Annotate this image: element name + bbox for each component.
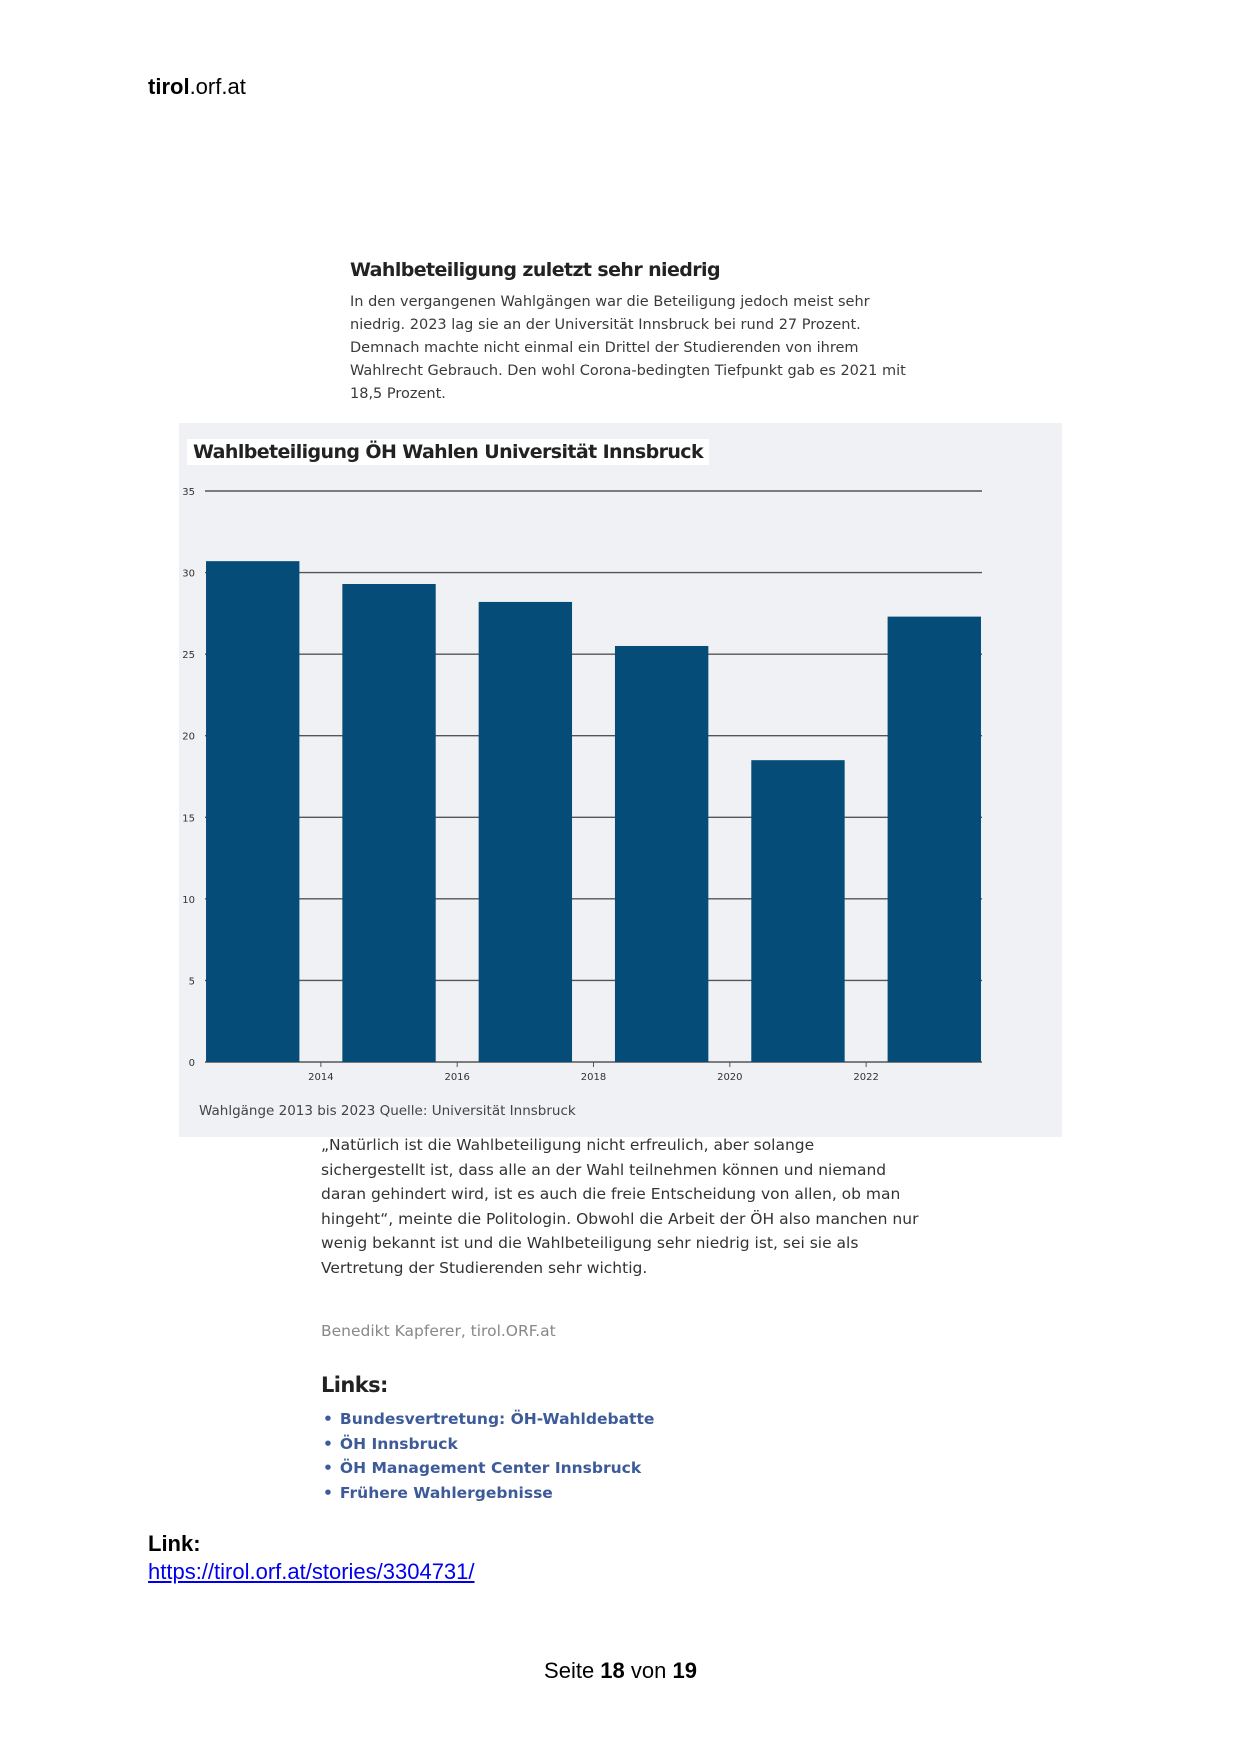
links-heading: Links: [321,1373,388,1397]
bar-2019 [614,645,709,1062]
bar-2017 [478,601,573,1062]
chart-caption: Wahlgänge 2013 bis 2023 Quelle: Universi… [199,1103,576,1119]
quote-paragraph: „Natürlich ist die Wahlbeteiligung nicht… [321,1136,919,1277]
article-heading: Wahlbeteiligung zuletzt sehr niedrig [350,259,721,281]
y-tick-label: 10 [182,895,195,906]
bar-chart: 0 5 10 15 20 25 30 35 2014 2016 2018 2020 2022 [182,487,982,1083]
bar-2023 [887,616,981,1062]
x-tick-label: 2018 [581,1072,606,1083]
y-tick-label: 35 [182,487,195,498]
bar-2013 [206,561,300,1062]
bar-2015 [342,583,436,1062]
link-item[interactable]: ÖH Management Center Innsbruck [321,1456,654,1481]
links-list: Bundesvertretung: ÖH-Wahldebatte ÖH Inns… [321,1407,654,1506]
footer-mid: von [624,1658,673,1683]
footer-prefix: Seite [544,1658,601,1683]
y-tick-label: 30 [182,569,195,580]
x-tick-label: 2022 [853,1072,878,1083]
author-line: Benedikt Kapferer, tirol.ORF.at [321,1322,556,1340]
link-item[interactable]: ÖH Innsbruck [321,1432,654,1457]
x-tick-label: 2020 [717,1072,742,1083]
page-footer: Seite 18 von 19 [0,1658,1241,1684]
y-tick-label: 15 [182,813,195,824]
chart-container: 0 5 10 15 20 25 30 35 2014 2016 2018 2020 2022 Wahlb… [179,423,1062,1137]
y-tick-label: 25 [182,650,195,661]
chart-title: Wahlbeteiligung ÖH Wahlen Universität In… [187,439,709,465]
page-total: 19 [672,1658,697,1683]
x-tick-label: 2016 [444,1072,469,1083]
y-tick-label: 5 [189,976,195,987]
source-label: Link: [148,1531,201,1556]
page-number: 18 [600,1658,625,1683]
brand-rest: .orf.at [189,74,246,99]
link-item[interactable]: Frühere Wahlergebnisse [321,1481,654,1506]
link-item[interactable]: Bundesvertretung: ÖH-Wahldebatte [321,1407,654,1432]
bar-2021 [751,760,845,1062]
article-paragraph: In den vergangenen Wahlgängen war die Be… [350,294,906,402]
brand-bold: tirol [148,74,190,99]
source-url-link[interactable]: https://tirol.orf.at/stories/3304731/ [148,1559,475,1584]
x-tick-label: 2014 [308,1072,333,1083]
site-header: tirol.orf.at [148,74,246,100]
y-tick-label: 0 [189,1058,195,1069]
y-tick-label: 20 [182,732,195,743]
